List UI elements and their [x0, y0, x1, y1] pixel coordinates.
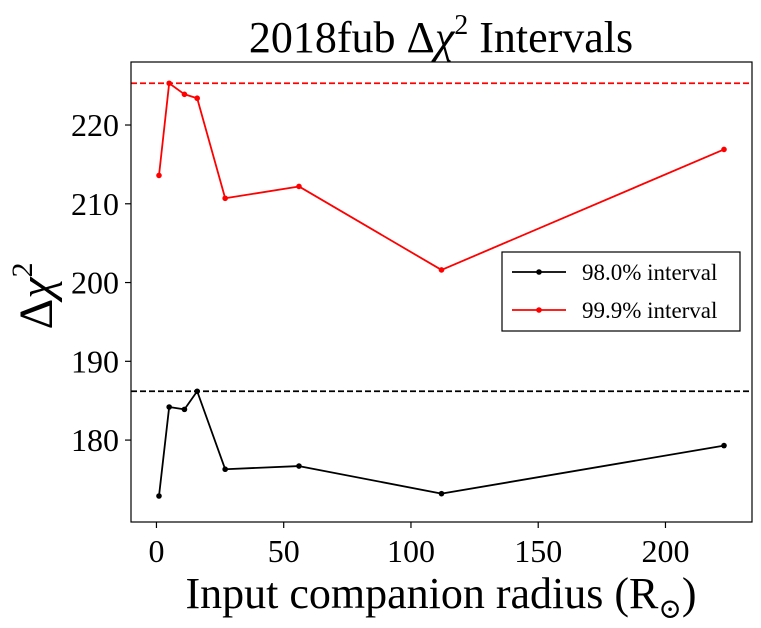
y-axis-label-chi: χ [10, 276, 63, 303]
x-axis-label: Input companion radius (R⊙) [185, 569, 696, 625]
data-point [156, 172, 162, 179]
chart-title-suffix: Intervals [468, 13, 633, 62]
x-tick-label: 150 [514, 533, 562, 569]
y-tick-label: 220 [71, 107, 119, 143]
data-point [438, 267, 445, 273]
x-tick-label: 200 [641, 533, 689, 569]
y-axis-label-power: 2 [6, 263, 39, 278]
data-point [222, 195, 228, 202]
plot-frame [130, 61, 753, 523]
data-point [438, 490, 445, 497]
legend-label: 98.0% interval [582, 260, 717, 285]
x-tick-label: 100 [387, 533, 435, 569]
axis-ticks: 0 50 100 150 200 180 190 200 210 220 [71, 107, 689, 569]
chart-title-chi: χ [431, 13, 456, 62]
y-tick-label: 190 [71, 343, 119, 379]
data-point [166, 404, 172, 410]
data-point [222, 466, 228, 473]
series-line [158, 390, 725, 497]
data-point [721, 442, 727, 449]
x-tick-label: 0 [148, 533, 164, 569]
legend-marker [536, 307, 542, 313]
y-tick-label: 180 [71, 422, 119, 458]
threshold-lines [131, 82, 752, 393]
x-axis-label-main: Input companion radius (R [185, 569, 659, 618]
data-point [181, 91, 188, 98]
series-line [158, 82, 725, 271]
x-axis-label-close: ) [682, 569, 697, 618]
x-axis-label-sub: ⊙ [658, 594, 681, 625]
data-point [296, 463, 302, 469]
data-point [194, 95, 200, 102]
chart-title-prefix: 2018fub Δ [249, 13, 435, 62]
data-point [194, 388, 200, 395]
legend-marker [536, 269, 542, 275]
data-point [181, 406, 188, 413]
x-tick-label: 50 [268, 533, 300, 569]
y-axis-label: Δχ2 [6, 263, 63, 330]
chart-title-power: 2 [454, 10, 468, 41]
data-point [296, 183, 302, 190]
legend: 98.0% interval 99.9% interval [501, 251, 741, 332]
y-tick-label: 200 [71, 265, 119, 301]
chart-title: 2018fub Δχ2 Intervals [249, 10, 633, 62]
y-axis-label-delta: Δ [10, 299, 63, 330]
data-point [166, 80, 172, 87]
data-point [721, 146, 727, 153]
legend-label: 99.9% interval [582, 298, 717, 323]
data-series [156, 80, 727, 499]
y-tick-label: 210 [71, 186, 119, 222]
legend-box [501, 251, 741, 332]
data-point [156, 493, 162, 499]
